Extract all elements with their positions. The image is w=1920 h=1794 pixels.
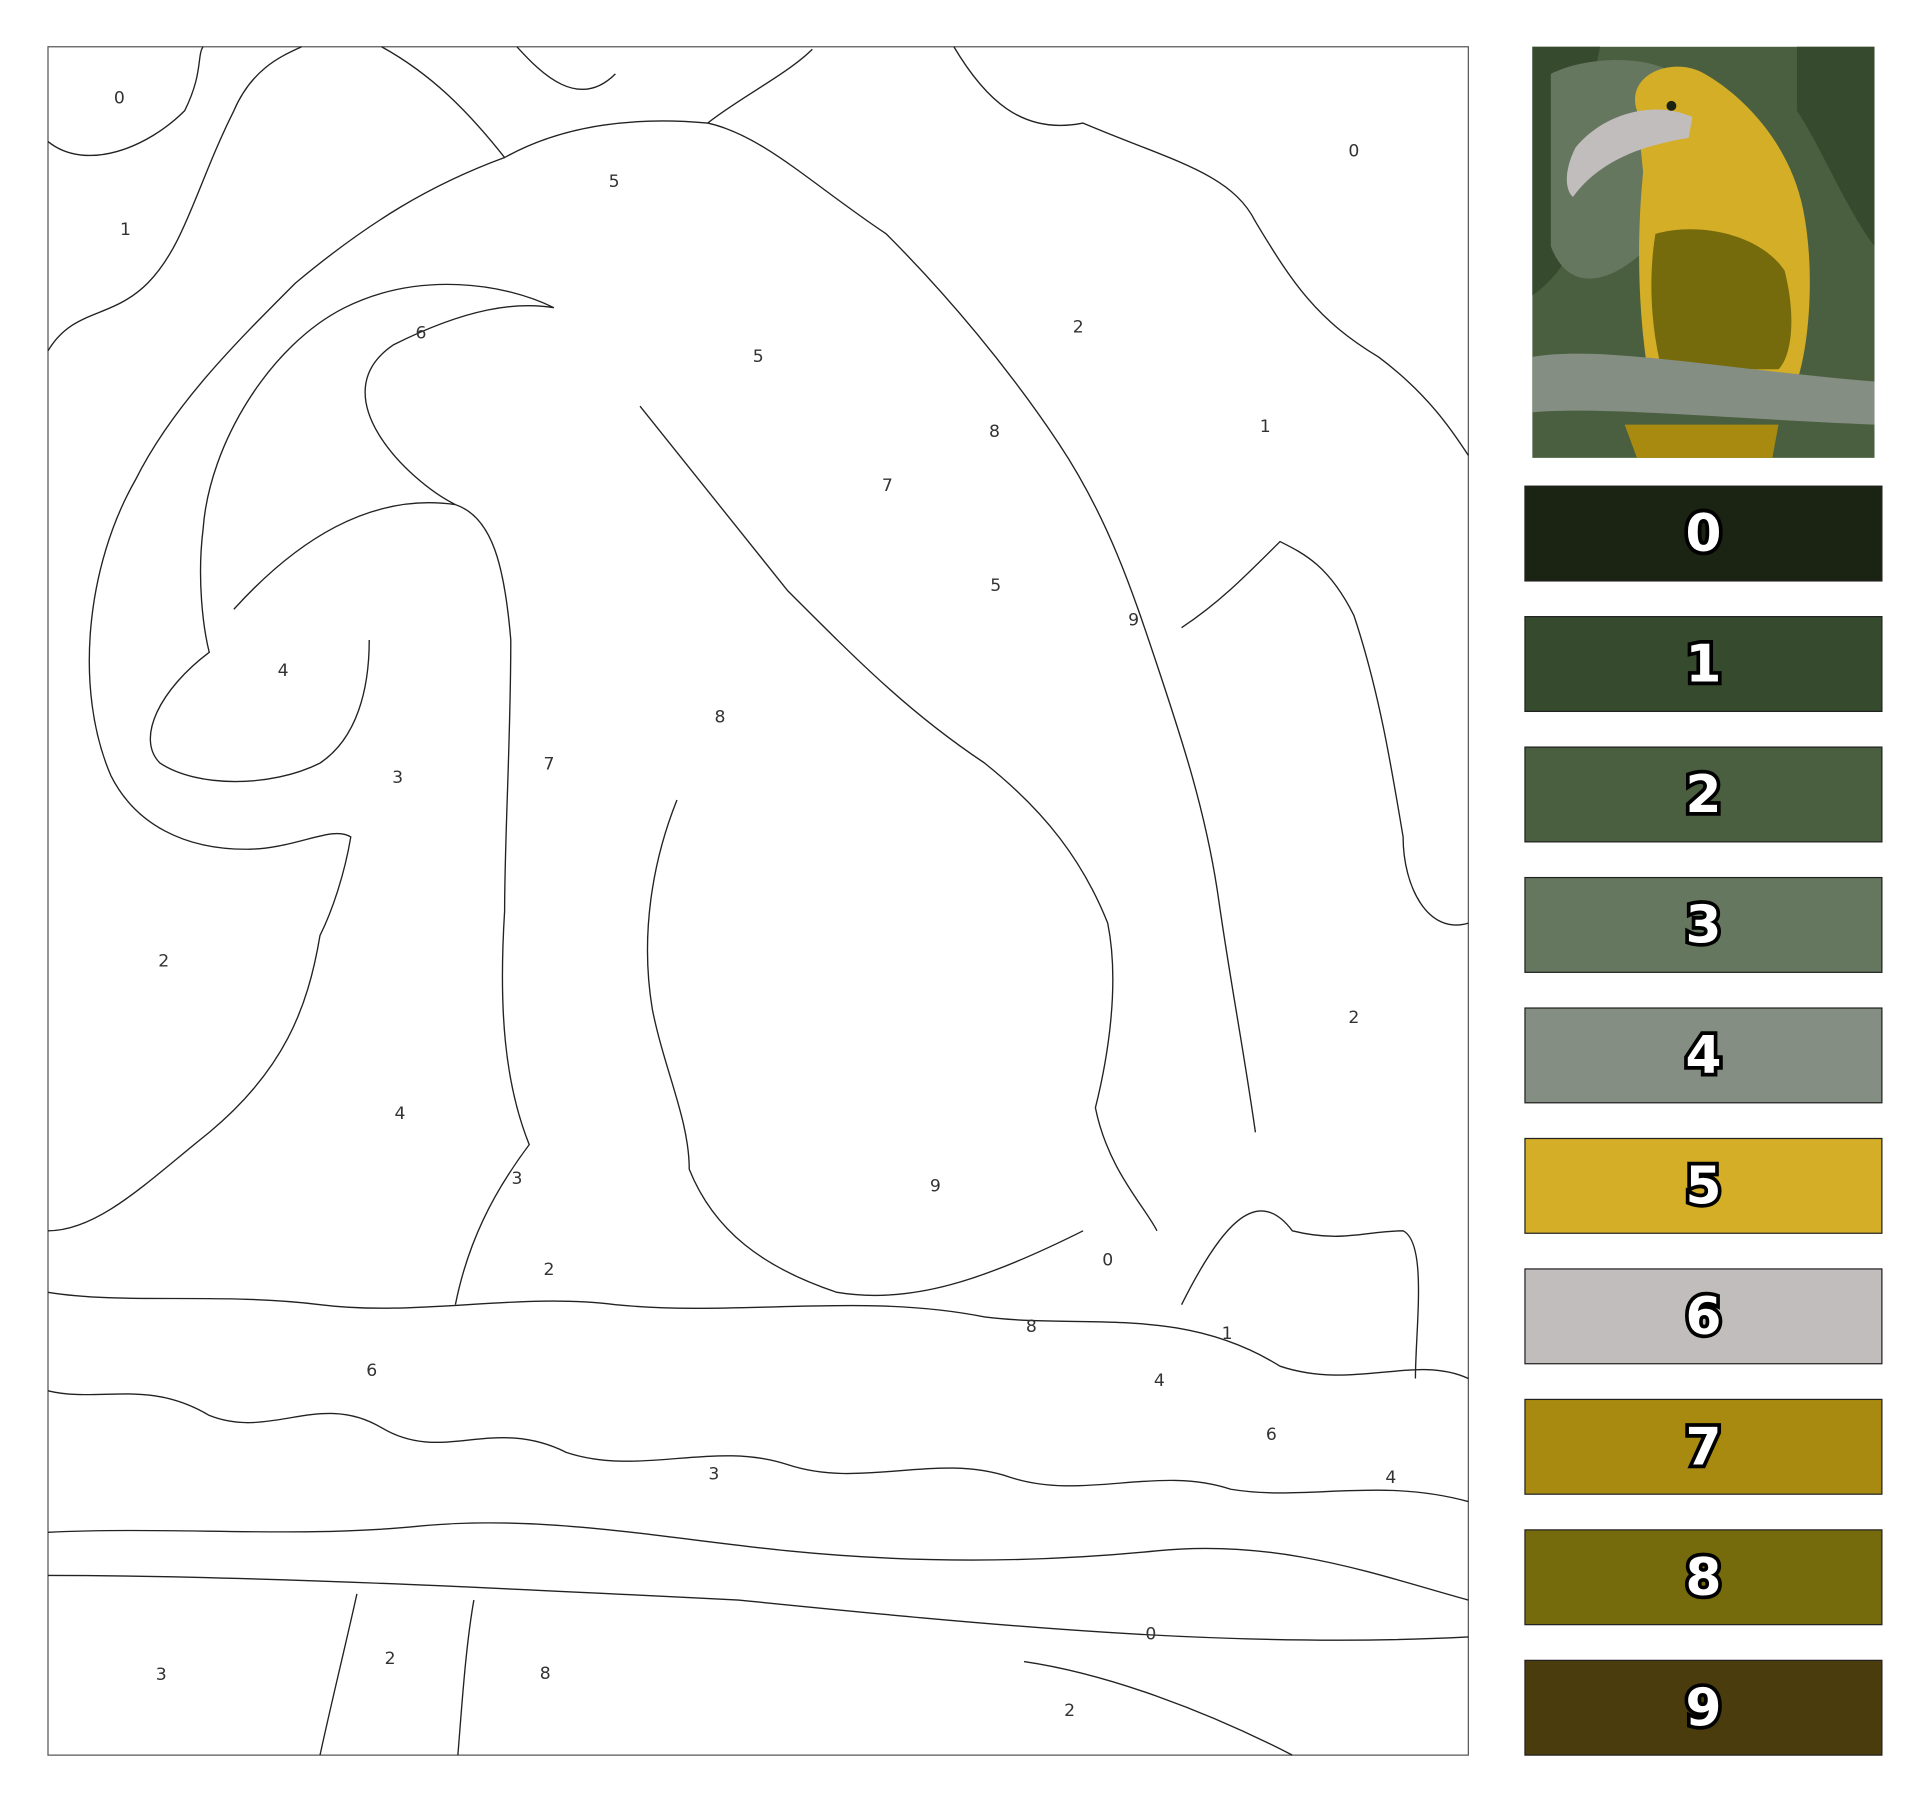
region-number: 1 [120,220,131,240]
drawing-frame [47,46,1469,1756]
region-number: 8 [989,422,1000,442]
reference-beak [1566,109,1693,197]
swatch-number: 5 [1685,1156,1721,1216]
reference-image [1532,46,1875,458]
region-number: 1 [1222,1324,1233,1344]
region-number: 5 [609,172,620,192]
region-number: 2 [1073,317,1084,337]
swatch-number: 3 [1685,896,1721,956]
region-number: 0 [1102,1250,1113,1270]
reference-branch [1532,353,1875,425]
region-number: 4 [1154,1371,1165,1391]
region-number: 5 [990,576,1001,596]
reference-belly [1651,229,1792,370]
region-number: 8 [540,1664,551,1684]
region-number: 8 [715,708,726,728]
swatch-number: 0 [1685,504,1721,564]
region-number: 1 [1260,417,1271,437]
reference-eye [1666,100,1677,111]
region-labels: 0 0 5 1 6 2 5 8 1 7 5 9 4 8 3 7 2 2 4 9 3 2 1 0 3 2 8 2 6 3 4 6 4 0 8 [114,88,1396,1720]
color-swatch [1524,876,1883,973]
color-swatch [1524,1398,1883,1495]
region-number: 7 [882,476,893,496]
region-number: 6 [415,324,426,344]
color-swatch [1524,1659,1883,1756]
region-number: 4 [395,1104,406,1124]
swatch-number: 4 [1685,1026,1721,1086]
reference-tail [1624,424,1779,458]
swatch-number: 9 [1685,1678,1721,1738]
swatch-number: 6 [1685,1287,1721,1347]
color-swatch [1524,1137,1883,1234]
region-number: 9 [1128,610,1139,630]
region-number: 0 [114,88,125,108]
color-swatch [1524,1007,1883,1104]
region-number: 2 [543,1260,554,1280]
region-number: 0 [1348,141,1359,161]
color-swatch [1524,616,1883,713]
outlines [47,46,1469,1756]
region-number: 4 [1385,1468,1396,1488]
swatch-number: 8 [1685,1548,1721,1608]
swatch-number: 7 [1685,1417,1721,1477]
region-number: 2 [385,1649,396,1669]
region-number: 2 [158,951,169,971]
region-number: 6 [366,1361,377,1381]
region-number: 5 [753,347,764,367]
color-swatch [1524,1529,1883,1626]
region-number: 7 [543,754,554,774]
canvas: 0 0 5 1 6 2 5 8 1 7 5 9 4 8 3 7 2 2 4 9 3 2 1 0 3 2 8 2 6 3 4 6 4 0 8 0 1 2 3… [47,46,1883,1756]
region-number: 0 [1145,1625,1156,1645]
swatch-number: 1 [1685,635,1721,695]
color-swatch [1524,1268,1883,1365]
region-number: 6 [1266,1425,1277,1445]
reference-shade [1796,46,1875,247]
region-number: 3 [156,1665,167,1685]
region-number: 9 [930,1176,941,1196]
region-number: 2 [1348,1008,1359,1028]
region-number: 3 [511,1169,522,1189]
palette: 0 1 2 3 4 5 6 7 8 9 [1524,485,1883,1756]
region-number: 3 [392,768,403,788]
color-swatch [1524,485,1883,582]
region-number: 2 [1064,1701,1075,1721]
region-number: 8 [1026,1317,1037,1337]
swatch-number: 2 [1685,765,1721,825]
color-swatch [1524,746,1883,843]
region-number: 4 [278,661,289,681]
region-number: 3 [708,1464,719,1484]
